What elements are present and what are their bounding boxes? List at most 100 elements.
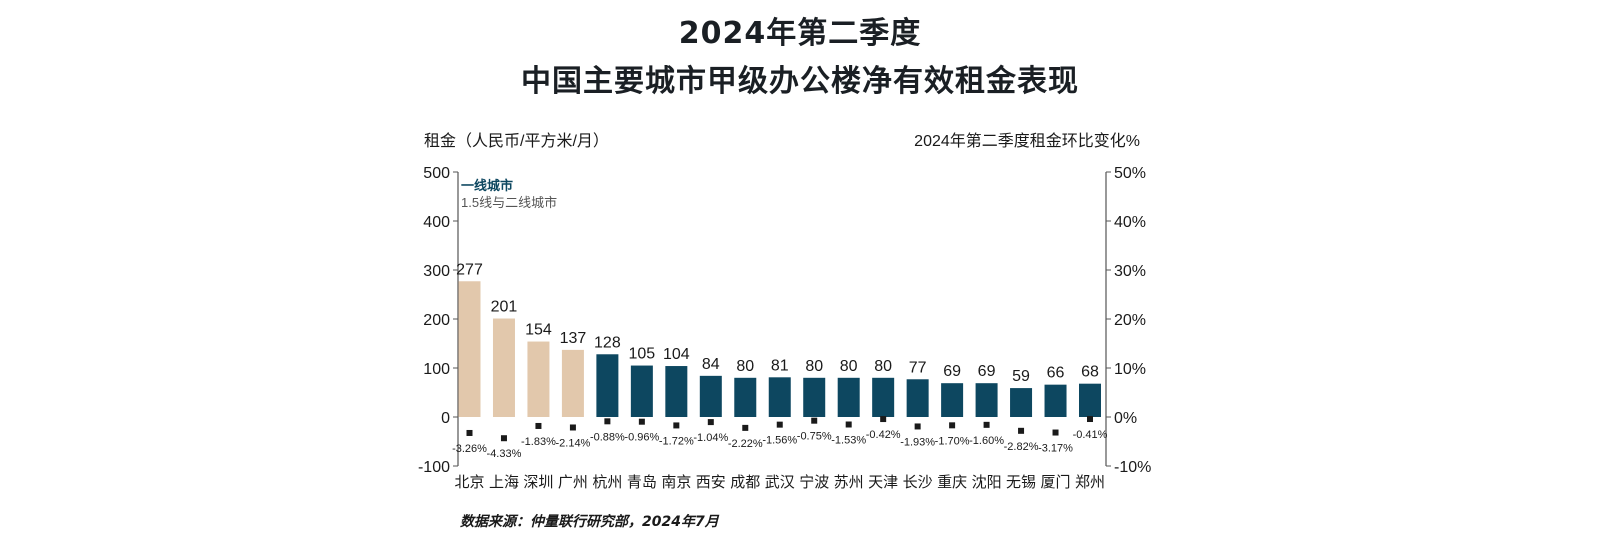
bar [975, 383, 998, 417]
y-tick-label: 200 [423, 312, 450, 329]
bar-value-label: 80 [874, 358, 892, 375]
bar-value-label: 105 [629, 346, 656, 363]
change-marker [914, 423, 921, 430]
bar [837, 377, 860, 417]
change-marker [638, 418, 645, 425]
bar [630, 365, 653, 417]
x-tick-label: 天津 [868, 474, 898, 491]
y2-tick-label: 10% [1114, 361, 1146, 378]
y-tick-label: 300 [423, 263, 450, 280]
y2-tick-label: 50% [1114, 165, 1146, 182]
bar [803, 377, 826, 417]
y-tick-label: 100 [423, 361, 450, 378]
change-marker [1018, 427, 1025, 434]
bar-value-label: 69 [978, 363, 996, 380]
bar-value-label: 137 [560, 330, 587, 347]
change-marker [880, 416, 887, 423]
bar-value-label: 84 [702, 356, 720, 373]
bar-value-label: 69 [943, 363, 961, 380]
y2-tick-label: -10% [1114, 459, 1151, 476]
change-label: -1.83% [521, 436, 556, 448]
x-tick-label: 沈阳 [972, 474, 1002, 491]
change-marker [776, 421, 783, 428]
x-tick-label: 西安 [696, 474, 726, 491]
source-note: 数据来源：仲量联行研究部，2024年7月 [460, 514, 719, 530]
bar-value-label: 68 [1081, 364, 1099, 381]
legend-tier2: 1.5线与二线城市 [461, 195, 557, 210]
x-tick-label: 长沙 [903, 474, 933, 491]
bar-value-label: 201 [491, 299, 518, 316]
chart-title-line2: 中国主要城市甲级办公楼净有效租金表现 [521, 64, 1079, 99]
x-tick-label: 无锡 [1006, 474, 1036, 491]
bar-value-label: 80 [840, 358, 858, 375]
change-marker [604, 418, 611, 425]
y2-tick-label: 40% [1114, 214, 1146, 231]
chart-title-line1: 2024年第二季度 [678, 16, 922, 51]
change-marker [983, 421, 990, 428]
bar [596, 354, 619, 417]
x-tick-label: 南京 [661, 474, 691, 491]
bar [527, 341, 550, 417]
y2-tick-label: 20% [1114, 312, 1146, 329]
change-marker [707, 419, 714, 426]
change-marker [466, 429, 473, 436]
y-tick-label: -100 [418, 459, 450, 476]
bar [1010, 388, 1033, 417]
change-marker [535, 422, 542, 429]
bar-value-label: 80 [736, 358, 754, 375]
y-tick-label: 500 [423, 165, 450, 182]
bar [872, 377, 895, 417]
y2-axis-title: 2024年第二季度租金环比变化% [914, 132, 1140, 150]
bar [768, 377, 791, 417]
change-label: -0.96% [624, 432, 659, 444]
bar-value-label: 128 [594, 334, 621, 351]
change-marker [673, 422, 680, 429]
bar [561, 349, 584, 417]
x-tick-label: 深圳 [523, 474, 553, 491]
x-tick-label: 成都 [730, 474, 760, 491]
change-label: -3.17% [1038, 443, 1073, 455]
x-tick-label: 北京 [454, 474, 484, 491]
change-label: -1.93% [900, 436, 935, 448]
bar [1079, 383, 1101, 417]
change-label: -1.04% [693, 432, 728, 444]
x-tick-label: 杭州 [592, 474, 622, 491]
y-tick-label: 0 [441, 410, 450, 427]
bar-value-label: 77 [909, 359, 927, 376]
bar-value-label: 81 [771, 357, 789, 374]
y2-tick-label: 0% [1114, 410, 1137, 427]
x-tick-label: 武汉 [765, 474, 795, 491]
x-tick-label: 青岛 [627, 474, 657, 491]
change-label: -0.88% [590, 431, 625, 443]
bar [492, 318, 515, 417]
bar [734, 377, 757, 417]
change-label: -1.72% [659, 435, 694, 447]
change-label: -0.41% [1073, 429, 1108, 441]
bar-value-label: 104 [663, 346, 690, 363]
change-label: -0.75% [797, 431, 832, 443]
change-marker [949, 422, 956, 429]
bar [665, 366, 688, 417]
legend-tier1: 一线城市 [461, 178, 513, 193]
x-tick-label: 苏州 [834, 474, 864, 491]
x-tick-label: 广州 [558, 474, 588, 491]
y-axis-title: 租金（人民币/平方米/月） [424, 132, 609, 150]
bar-value-label: 154 [525, 322, 552, 339]
y-tick-label: 400 [423, 214, 450, 231]
x-tick-label: 重庆 [937, 474, 967, 491]
x-tick-label: 郑州 [1075, 474, 1105, 491]
y2-tick-label: 30% [1114, 263, 1146, 280]
bar-value-label: 66 [1047, 365, 1065, 382]
bar-value-label: 277 [456, 261, 483, 278]
bar [906, 379, 929, 417]
change-label: -2.22% [728, 438, 763, 450]
change-label: -0.42% [866, 429, 901, 441]
change-label: -1.60% [969, 435, 1004, 447]
change-label: -2.82% [1004, 441, 1039, 453]
bar [1044, 384, 1067, 417]
change-marker [1087, 416, 1093, 423]
bar-value-label: 59 [1012, 368, 1030, 385]
change-label: -1.56% [762, 435, 797, 447]
bar [941, 383, 964, 417]
